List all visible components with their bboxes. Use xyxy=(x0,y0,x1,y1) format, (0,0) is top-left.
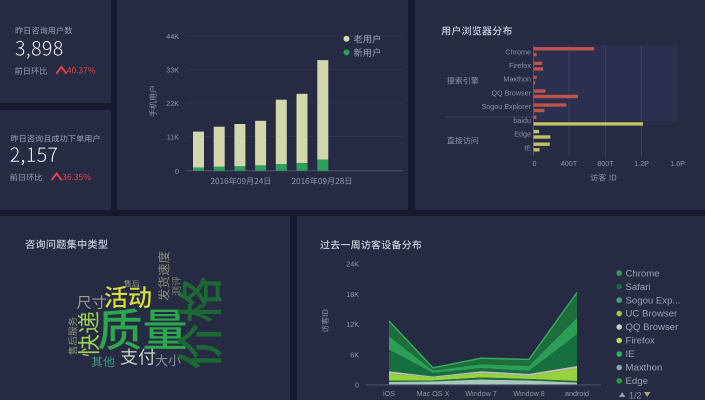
svg-text:33K: 33K xyxy=(166,66,179,75)
svg-text:android: android xyxy=(565,389,589,398)
svg-text:Sogou Explorer: Sogou Explorer xyxy=(481,102,531,111)
svg-text:1/2: 1/2 xyxy=(629,391,642,400)
svg-text:baidu: baidu xyxy=(513,116,531,125)
svg-text:Firefox: Firefox xyxy=(626,336,656,347)
svg-text:Window 7: Window 7 xyxy=(465,389,497,398)
svg-text:6K: 6K xyxy=(350,350,359,359)
svg-text:Edge: Edge xyxy=(626,376,648,387)
svg-text:Edge: Edge xyxy=(514,130,531,139)
svg-text:Maxthon: Maxthon xyxy=(626,363,663,374)
svg-text:1.2P: 1.2P xyxy=(634,159,649,168)
svg-text:Safari: Safari xyxy=(626,282,651,293)
svg-text:IE: IE xyxy=(524,143,531,152)
svg-text:Maxthon: Maxthon xyxy=(503,75,531,84)
svg-text:UC Browser: UC Browser xyxy=(626,309,679,320)
svg-text:QQ Browser: QQ Browser xyxy=(491,89,531,98)
svg-text:QQ Browser: QQ Browser xyxy=(626,322,680,333)
svg-text:1.6P: 1.6P xyxy=(670,159,685,168)
svg-text:12K: 12K xyxy=(346,320,359,329)
svg-text:11K: 11K xyxy=(167,133,179,142)
svg-text:0: 0 xyxy=(533,159,537,168)
svg-text:Mac OS X: Mac OS X xyxy=(417,389,450,398)
svg-text:44K: 44K xyxy=(166,32,179,41)
svg-text:22K: 22K xyxy=(166,99,179,108)
svg-text:24K: 24K xyxy=(346,260,359,269)
svg-text:iOS: iOS xyxy=(383,389,395,398)
svg-text:Chrome: Chrome xyxy=(505,47,531,56)
svg-text:Sogou Exp...: Sogou Exp... xyxy=(626,295,681,306)
svg-text:IE: IE xyxy=(626,349,635,360)
svg-text:Firefox: Firefox xyxy=(509,61,531,70)
svg-text:0: 0 xyxy=(175,167,179,176)
svg-text:800T: 800T xyxy=(597,159,614,168)
svg-text:Chrome: Chrome xyxy=(626,268,660,279)
svg-text:0: 0 xyxy=(355,381,359,390)
svg-text:400T: 400T xyxy=(561,159,578,168)
svg-text:Window 8: Window 8 xyxy=(513,389,545,398)
svg-text:18K: 18K xyxy=(346,290,359,299)
